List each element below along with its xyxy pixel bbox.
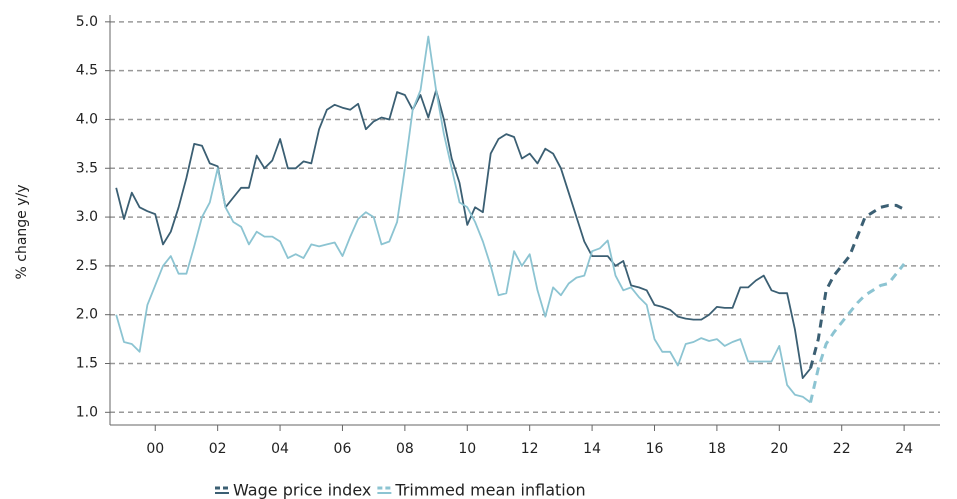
x-tick-label: 16 (646, 441, 664, 457)
y-tick-label: 3.0 (76, 209, 98, 225)
legend-label: Wage price index (233, 481, 371, 499)
forecast-line (809, 262, 906, 403)
y-tick-label: 2.0 (76, 307, 98, 323)
x-tick-label: 22 (833, 441, 851, 457)
x-tick-label: 04 (271, 441, 289, 457)
forecast-line (809, 203, 905, 369)
legend-label: Trimmed mean inflation (394, 481, 585, 499)
y-tick-label: 2.5 (76, 258, 98, 274)
x-tick-label: 18 (708, 441, 726, 457)
y-tick-label: 5.0 (76, 14, 98, 30)
series-line (115, 89, 812, 379)
x-tick-label: 14 (583, 441, 601, 457)
x-tick-label: 20 (770, 441, 788, 457)
y-tick-label: 1.5 (76, 356, 98, 372)
y-tick-label: 4.0 (76, 111, 98, 127)
x-tick-label: 02 (209, 441, 227, 457)
y-tick-label: 3.5 (76, 160, 98, 176)
series-line (115, 35, 812, 404)
x-tick-label: 24 (895, 441, 913, 457)
x-tick-label: 08 (396, 441, 414, 457)
y-tick-label: 1.0 (76, 404, 98, 420)
x-tick-label: 06 (334, 441, 352, 457)
x-tick-label: 00 (146, 441, 164, 457)
y-axis-label: % change y/y (14, 184, 30, 279)
x-tick-label: 10 (458, 441, 476, 457)
y-tick-label: 4.5 (76, 63, 98, 79)
x-tick-label: 12 (521, 441, 539, 457)
